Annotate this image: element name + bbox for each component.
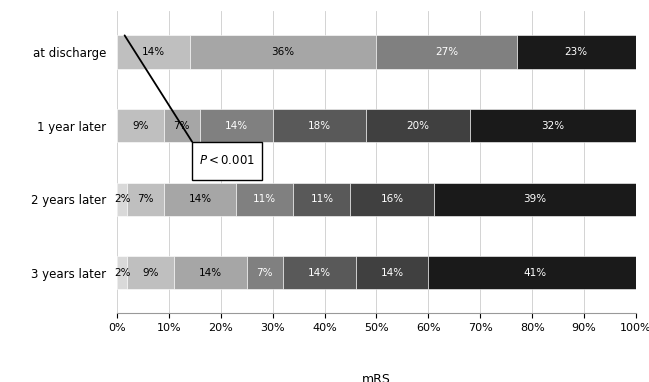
Text: 18%: 18% [308,121,331,131]
Text: 14%: 14% [199,268,222,278]
FancyBboxPatch shape [192,142,262,180]
Text: 36%: 36% [271,47,295,57]
Bar [117,183,127,216]
Text: 7%: 7% [256,268,273,278]
Text: 14%: 14% [141,47,165,57]
Text: 41%: 41% [523,268,546,278]
Bar [283,256,356,289]
Text: $P < 0.001$: $P < 0.001$ [199,154,255,167]
Text: 27%: 27% [435,47,458,57]
Bar [117,109,164,142]
Text: 2%: 2% [114,268,130,278]
Text: 23%: 23% [565,47,588,57]
Bar [366,109,470,142]
Bar [470,109,636,142]
Text: 14%: 14% [380,268,404,278]
Bar [117,256,127,289]
Bar [247,256,283,289]
Bar [350,183,434,216]
Bar [127,183,164,216]
Text: 7%: 7% [173,121,190,131]
Text: 14%: 14% [308,268,331,278]
Text: 20%: 20% [406,121,430,131]
Bar [164,183,236,216]
Text: 32%: 32% [541,121,565,131]
Text: 14%: 14% [188,194,212,204]
Bar [517,36,636,68]
Bar [428,256,641,289]
Text: 9%: 9% [142,268,159,278]
Text: 11%: 11% [310,194,334,204]
Bar [273,109,366,142]
Text: 11%: 11% [253,194,276,204]
Bar [434,183,636,216]
Bar [174,256,247,289]
Text: 39%: 39% [523,194,546,204]
Bar [127,256,174,289]
Bar [164,109,200,142]
Text: 16%: 16% [380,194,404,204]
Bar [190,36,376,68]
Text: 7%: 7% [137,194,154,204]
Text: 9%: 9% [132,121,149,131]
Bar [200,109,273,142]
Bar [236,183,293,216]
Legend: 0, 1, 2, 3, 4, 5, 6: 0, 1, 2, 3, 4, 5, 6 [273,373,480,382]
Bar [117,36,190,68]
Bar [376,36,517,68]
Text: 2%: 2% [114,194,130,204]
Bar [293,183,350,216]
Text: 14%: 14% [225,121,248,131]
Bar [356,256,428,289]
